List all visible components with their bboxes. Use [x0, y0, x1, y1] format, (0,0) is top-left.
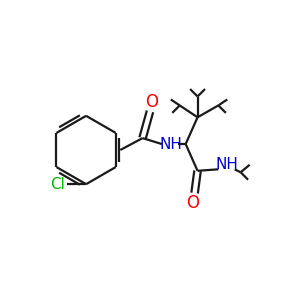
Text: Cl: Cl	[50, 177, 65, 192]
Text: NH: NH	[159, 136, 182, 152]
Text: O: O	[145, 93, 158, 111]
Text: NH: NH	[216, 158, 239, 172]
Text: O: O	[187, 194, 200, 212]
